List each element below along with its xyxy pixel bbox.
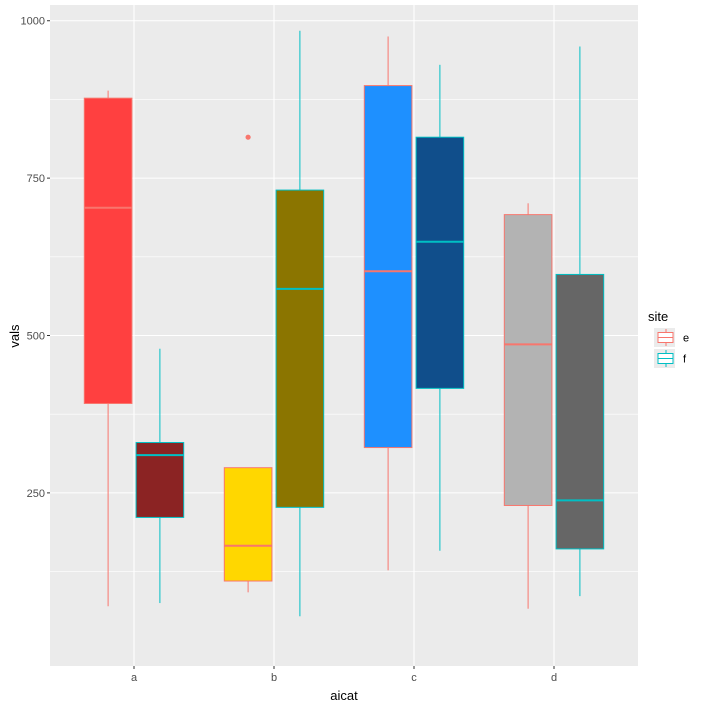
box-body: [555, 273, 605, 550]
box-c-f: [415, 64, 465, 551]
box-a-e: [83, 90, 133, 607]
x-tick-label: a: [131, 672, 138, 684]
box-body: [275, 189, 325, 508]
x-tick-label: c: [411, 672, 417, 684]
box-c-e: [363, 36, 413, 571]
box-body: [135, 442, 185, 518]
y-axis: 250 500 750 1000: [21, 16, 50, 500]
y-axis-title: vals: [7, 324, 22, 348]
box-d-e: [503, 203, 553, 609]
y-tick-label: 250: [27, 488, 45, 500]
legend-label-f: f: [683, 354, 687, 366]
box-body: [363, 85, 413, 449]
box-b-e: [223, 134, 273, 593]
box-body: [503, 214, 553, 506]
box-layer: [83, 30, 605, 617]
box-d-f: [555, 46, 605, 597]
box-body: [223, 467, 273, 582]
y-tick-label: 1000: [21, 16, 45, 28]
y-tick-label: 750: [27, 173, 45, 185]
legend-label-e: e: [683, 333, 689, 345]
x-tick-label: b: [271, 672, 277, 684]
x-axis-title: aicat: [330, 688, 358, 703]
x-axis: a b c d: [131, 666, 557, 684]
legend-title: site: [648, 309, 668, 324]
box-body: [415, 136, 465, 389]
box-b-f: [275, 30, 325, 617]
x-tick-label: d: [551, 672, 557, 684]
box-body: [83, 97, 133, 404]
y-tick-label: 500: [27, 331, 45, 343]
box-a-f: [135, 348, 185, 604]
outlier-point: [245, 134, 251, 140]
legend: site ef: [648, 309, 689, 368]
